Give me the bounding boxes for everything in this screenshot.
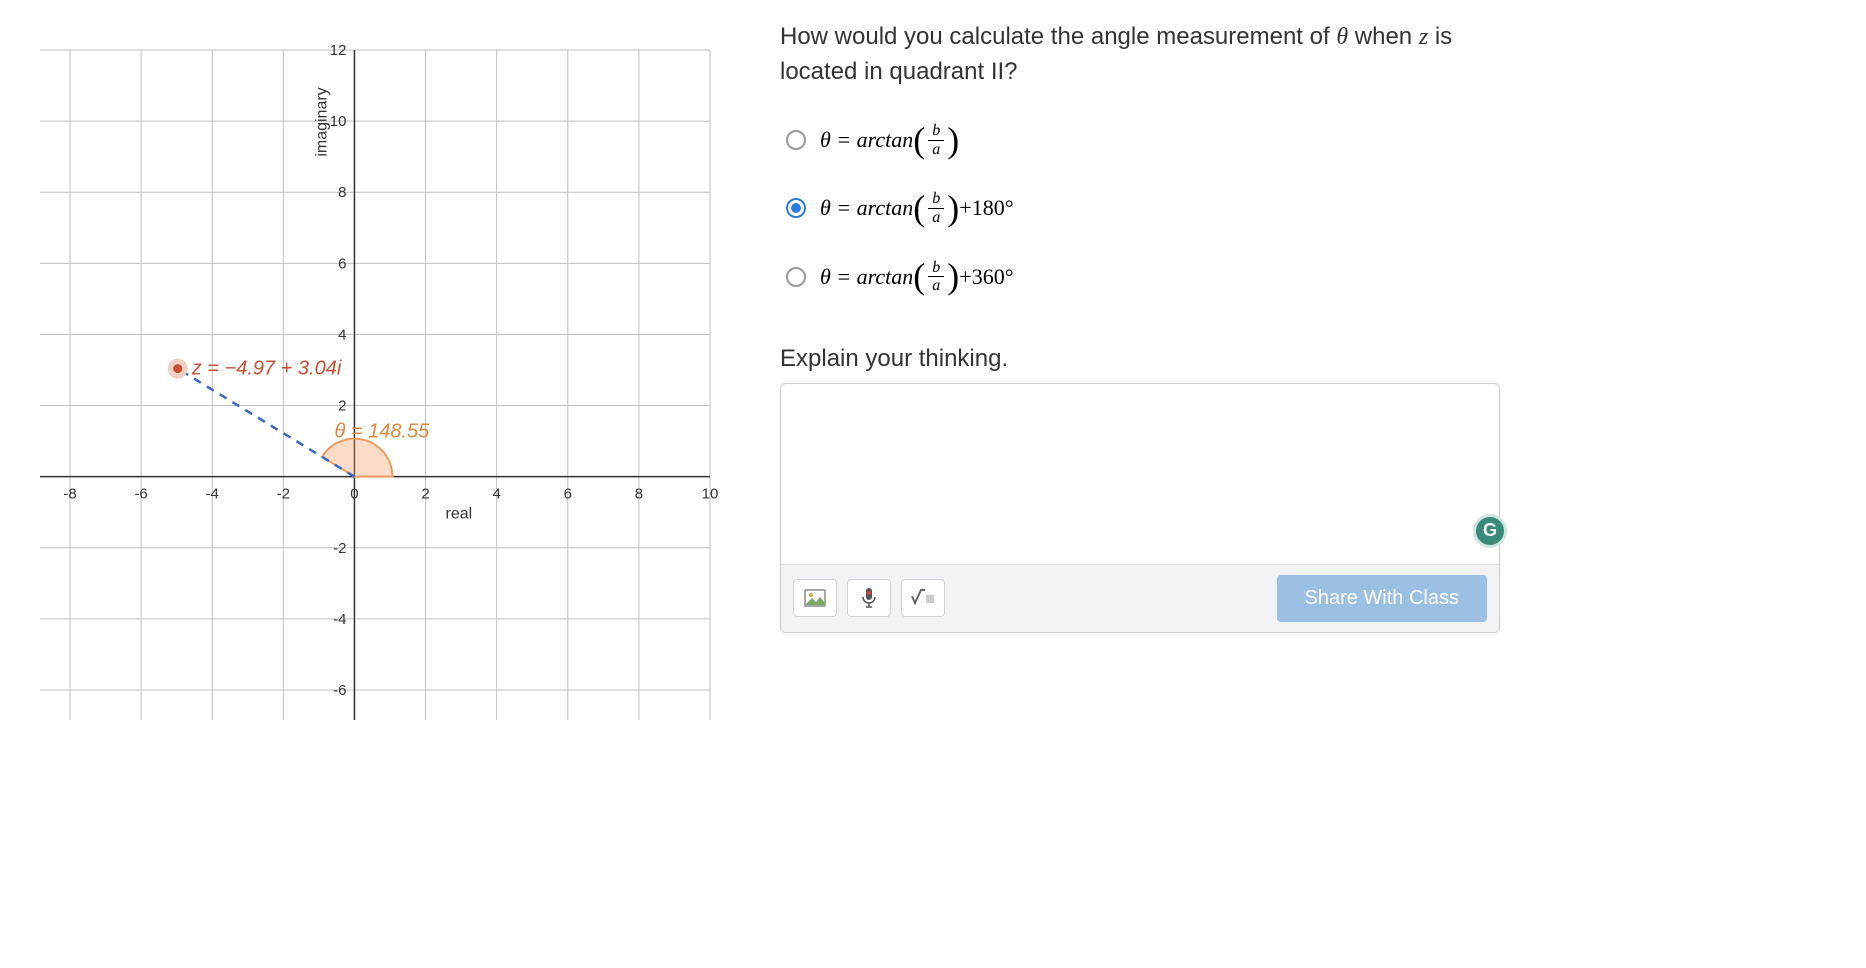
svg-text:-4: -4 bbox=[333, 611, 346, 628]
explain-box: G Share With Class bbox=[780, 383, 1500, 633]
radio-option-1[interactable] bbox=[786, 130, 806, 150]
svg-text:-6: -6 bbox=[134, 486, 147, 503]
svg-text:8: 8 bbox=[338, 184, 346, 201]
insert-image-button[interactable] bbox=[793, 579, 837, 617]
question-var-theta: θ bbox=[1336, 24, 1348, 50]
option-3[interactable]: θ = arctan(ba)+360° bbox=[780, 249, 1500, 317]
svg-text:z = −4.97 + 3.04i: z = −4.97 + 3.04i bbox=[191, 358, 342, 380]
svg-text:2: 2 bbox=[338, 398, 346, 415]
svg-text:θ = 148.55: θ = 148.55 bbox=[334, 421, 430, 443]
graph-panel: -8 -6 -4 -2 0 2 4 6 8 10 -6 -4 -2 2 4 6 8 10 12 real imagina… bbox=[40, 20, 740, 725]
math-input-button[interactable] bbox=[901, 579, 945, 617]
option-2[interactable]: θ = arctan(ba)+180° bbox=[780, 180, 1500, 248]
explain-label: Explain your thinking. bbox=[780, 345, 1500, 373]
svg-text:-4: -4 bbox=[206, 486, 219, 503]
complex-plane-graph[interactable]: -8 -6 -4 -2 0 2 4 6 8 10 -6 -4 -2 2 4 6 8 10 12 real imagina… bbox=[40, 20, 740, 720]
svg-text:10: 10 bbox=[330, 113, 347, 130]
question-var-z: z bbox=[1419, 24, 1428, 50]
svg-text:imaginary: imaginary bbox=[313, 87, 330, 156]
svg-text:-2: -2 bbox=[277, 486, 290, 503]
editor-toolbar: Share With Class bbox=[781, 564, 1499, 632]
option-formula-1: θ = arctan(ba) bbox=[820, 122, 959, 158]
svg-text:2: 2 bbox=[421, 486, 429, 503]
option-formula-2: θ = arctan(ba)+180° bbox=[820, 190, 1014, 226]
grammarly-badge-icon[interactable]: G bbox=[1473, 514, 1507, 548]
svg-text:8: 8 bbox=[635, 486, 643, 503]
svg-text:10: 10 bbox=[702, 486, 719, 503]
svg-text:-8: -8 bbox=[63, 486, 76, 503]
option-1[interactable]: θ = arctan(ba) bbox=[780, 112, 1500, 180]
svg-text:6: 6 bbox=[338, 255, 346, 272]
question-text: How would you calculate the angle measur… bbox=[780, 20, 1500, 88]
options-group: θ = arctan(ba) θ = arctan(ba)+180° θ = arc… bbox=[780, 112, 1500, 317]
svg-text:-6: -6 bbox=[333, 682, 346, 699]
option-formula-3: θ = arctan(ba)+360° bbox=[820, 259, 1014, 295]
microphone-button[interactable] bbox=[847, 579, 891, 617]
svg-text:real: real bbox=[446, 506, 473, 523]
question-prefix: How would you calculate the angle measur… bbox=[780, 23, 1336, 50]
svg-text:12: 12 bbox=[330, 42, 347, 59]
svg-text:0: 0 bbox=[350, 486, 358, 503]
question-mid: when bbox=[1355, 23, 1419, 50]
svg-text:-2: -2 bbox=[333, 540, 346, 557]
explain-textarea[interactable] bbox=[781, 384, 1499, 564]
share-with-class-button[interactable]: Share With Class bbox=[1277, 575, 1488, 622]
svg-text:6: 6 bbox=[564, 486, 572, 503]
radio-option-2[interactable] bbox=[786, 198, 806, 218]
question-panel: How would you calculate the angle measur… bbox=[780, 20, 1500, 725]
svg-text:4: 4 bbox=[492, 486, 500, 503]
svg-text:4: 4 bbox=[338, 326, 346, 343]
radio-option-3[interactable] bbox=[786, 267, 806, 287]
